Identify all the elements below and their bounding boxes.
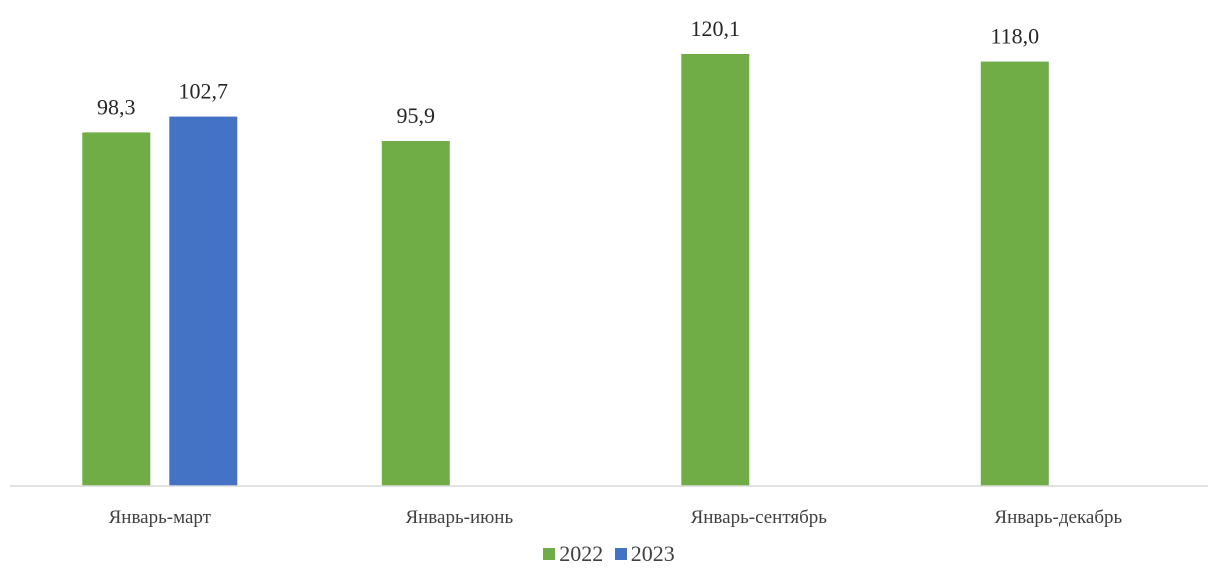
category-label-4: Январь-декабрь bbox=[994, 507, 1122, 528]
data-label-2022-4: 118,0 bbox=[990, 24, 1039, 49]
bars-group bbox=[82, 54, 1049, 486]
legend-swatch-2022 bbox=[543, 548, 556, 560]
bar-2023-1 bbox=[169, 116, 238, 486]
category-labels-group: Январь-март Январь-июнь Январь-сентябрь Янв… bbox=[109, 507, 1123, 528]
bar-2022-4 bbox=[980, 61, 1049, 486]
bar-2022-2 bbox=[381, 141, 450, 486]
data-label-2023-1: 102,7 bbox=[179, 79, 229, 104]
data-label-2022-2: 95,9 bbox=[397, 103, 436, 128]
category-label-1: Январь-март bbox=[109, 507, 212, 528]
legend-item-2022: 2022 bbox=[543, 541, 603, 567]
legend-label-2022: 2022 bbox=[559, 541, 604, 566]
legend-swatch-2023 bbox=[614, 548, 627, 560]
data-label-2022-1: 98,3 bbox=[97, 94, 136, 119]
legend: 2022 2023 bbox=[0, 540, 1218, 567]
legend-label-2023: 2023 bbox=[630, 541, 675, 566]
value-labels-group: 98,3 102,7 95,9 120,1 118,0 bbox=[97, 16, 1039, 128]
bar-2022-1 bbox=[82, 132, 151, 486]
bar-2022-3 bbox=[681, 54, 750, 486]
legend-item-2023: 2023 bbox=[614, 541, 675, 567]
category-label-3: Январь-сентябрь bbox=[691, 507, 828, 528]
category-label-2: Январь-июнь bbox=[405, 507, 513, 528]
data-label-2022-3: 120,1 bbox=[691, 16, 741, 41]
